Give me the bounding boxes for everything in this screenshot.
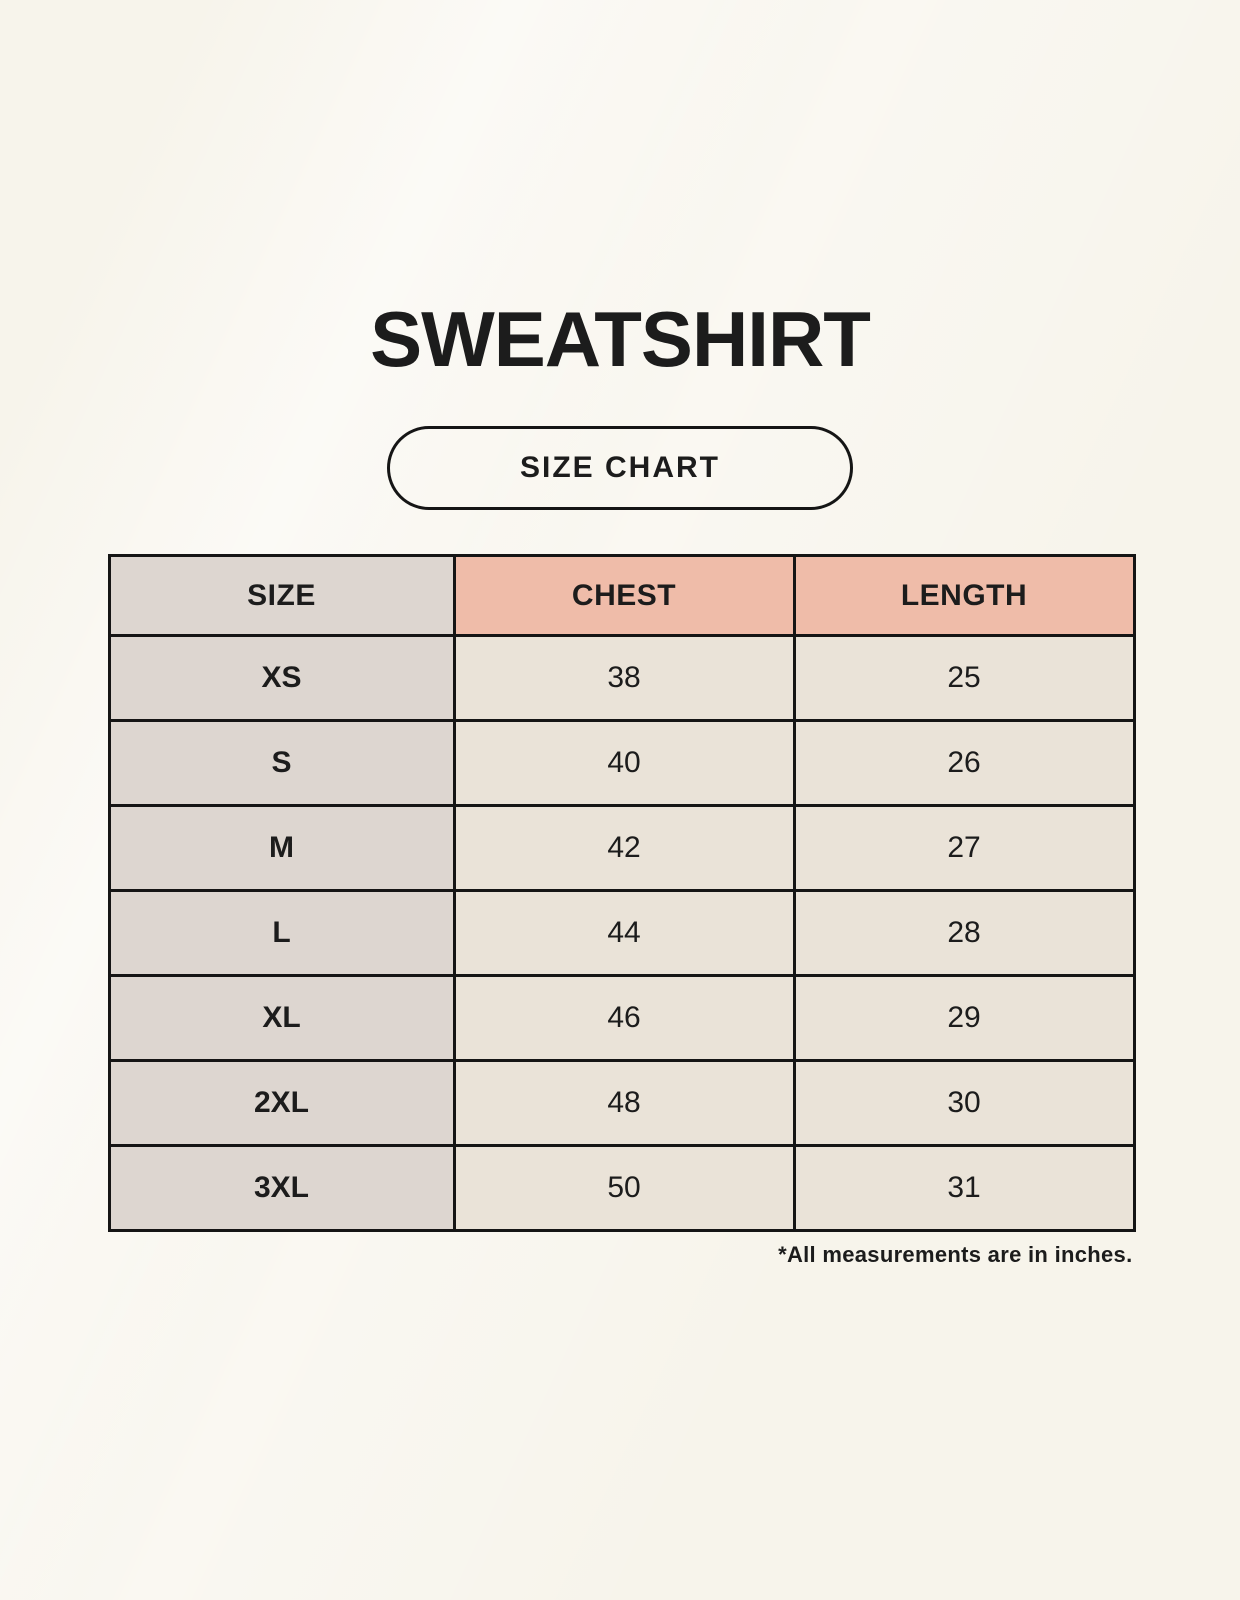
chest-cell: 44	[452, 889, 796, 977]
size-cell: L	[107, 889, 456, 977]
length-cell: 25	[792, 634, 1136, 722]
size-chart-badge-label: SIZE CHART	[520, 451, 720, 484]
chest-cell: 50	[452, 1144, 796, 1232]
length-cell: 27	[792, 804, 1136, 892]
measurement-note: *All measurements are in inches.	[778, 1242, 1133, 1267]
page-title: SWEATSHIRT	[370, 295, 871, 383]
size-table: SIZE CHEST LENGTH XS 38 25 S 40 26 M	[107, 554, 1136, 1232]
table-row: M 42 27	[107, 804, 1136, 892]
header-length: LENGTH	[792, 554, 1136, 637]
length-cell: 30	[792, 1059, 1136, 1147]
chest-cell: 40	[452, 719, 796, 807]
size-cell: S	[107, 719, 456, 807]
table-row: 3XL 50 31	[107, 1144, 1136, 1232]
size-cell: M	[107, 804, 456, 892]
size-chart-badge: SIZE CHART	[387, 426, 853, 510]
table-row: L 44 28	[107, 889, 1136, 977]
header-row: SIZE CHEST LENGTH	[107, 554, 1136, 637]
length-cell: 31	[792, 1144, 1136, 1232]
header-size: SIZE	[107, 554, 456, 637]
size-cell: 3XL	[107, 1144, 456, 1232]
length-cell: 26	[792, 719, 1136, 807]
size-cell: 2XL	[107, 1059, 456, 1147]
size-table-header: SIZE CHEST LENGTH	[107, 554, 1136, 637]
size-table-body: XS 38 25 S 40 26 M 42 27 L 44 28	[107, 634, 1136, 1232]
chest-cell: 46	[452, 974, 796, 1062]
table-row: S 40 26	[107, 719, 1136, 807]
table-row: 2XL 48 30	[107, 1059, 1136, 1147]
table-row: XL 46 29	[107, 974, 1136, 1062]
chest-cell: 38	[452, 634, 796, 722]
length-cell: 28	[792, 889, 1136, 977]
header-chest: CHEST	[452, 554, 796, 637]
table-row: XS 38 25	[107, 634, 1136, 722]
size-table-container: SIZE CHEST LENGTH XS 38 25 S 40 26 M	[107, 554, 1136, 1232]
size-cell: XL	[107, 974, 456, 1062]
chest-cell: 48	[452, 1059, 796, 1147]
chest-cell: 42	[452, 804, 796, 892]
size-cell: XS	[107, 634, 456, 722]
length-cell: 29	[792, 974, 1136, 1062]
